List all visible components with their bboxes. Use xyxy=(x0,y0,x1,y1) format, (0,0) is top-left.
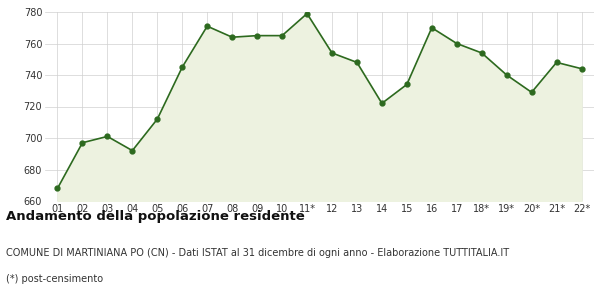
Text: (*) post-censimento: (*) post-censimento xyxy=(6,274,103,284)
Text: Andamento della popolazione residente: Andamento della popolazione residente xyxy=(6,210,305,223)
Text: COMUNE DI MARTINIANA PO (CN) - Dati ISTAT al 31 dicembre di ogni anno - Elaboraz: COMUNE DI MARTINIANA PO (CN) - Dati ISTA… xyxy=(6,248,509,257)
